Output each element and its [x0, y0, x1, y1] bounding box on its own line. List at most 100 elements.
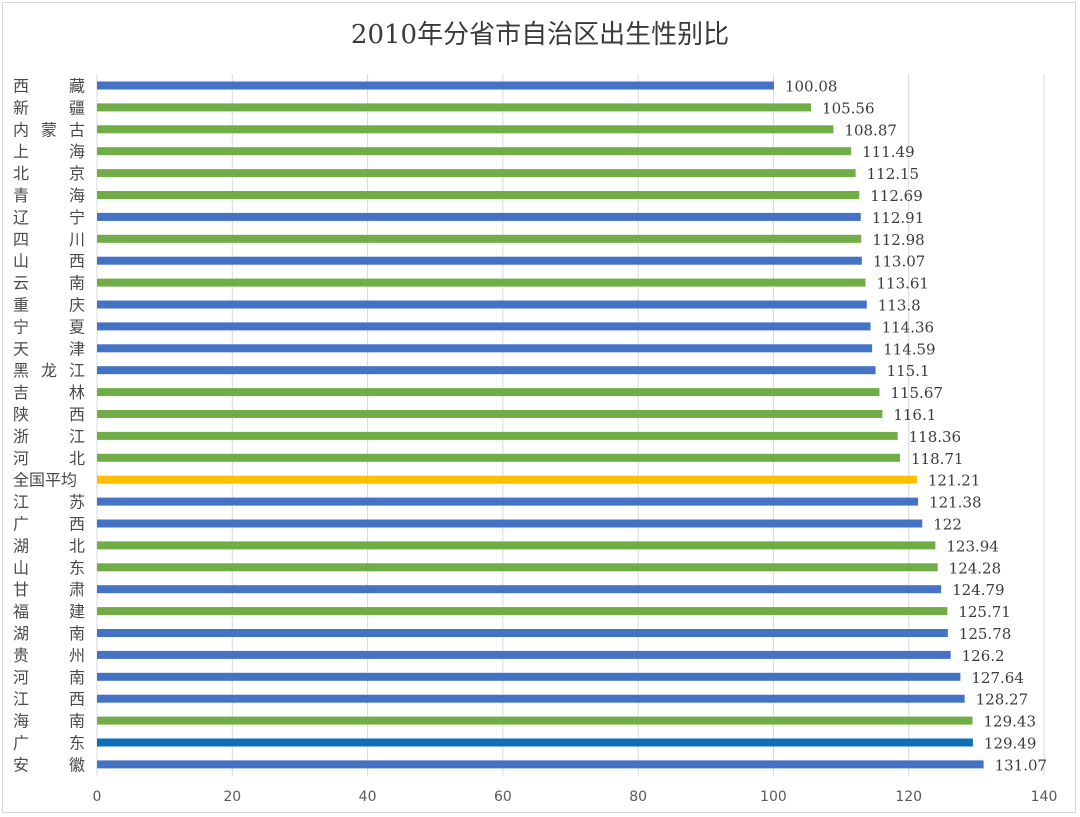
value-label: 108.87 [844, 121, 897, 139]
value-label: 118.71 [911, 450, 964, 468]
svg-text:贵州: 贵州 [13, 646, 85, 665]
bar [97, 125, 834, 134]
svg-text:海南: 海南 [13, 712, 85, 731]
bar [97, 212, 861, 221]
svg-text:福建: 福建 [13, 602, 85, 621]
value-label: 112.15 [867, 165, 920, 183]
value-label: 105.56 [822, 99, 875, 117]
svg-text:全国平均: 全国平均 [13, 471, 77, 490]
x-tick-label: 80 [629, 789, 647, 805]
category-label: 宁夏 [13, 317, 85, 336]
svg-text:辽宁: 辽宁 [13, 208, 85, 227]
bar [97, 629, 948, 637]
svg-text:内蒙古: 内蒙古 [13, 120, 85, 139]
value-label: 129.49 [984, 735, 1037, 753]
svg-text:陕西: 陕西 [13, 405, 85, 424]
x-axis-tick-labels: 0 20 40 60 80 100 120 140 [93, 789, 1058, 805]
svg-text:黑龙江: 黑龙江 [13, 361, 85, 380]
category-label: 吉林 [13, 383, 85, 402]
svg-text:浙江: 浙江 [13, 427, 85, 446]
category-label: 浙江 [13, 427, 85, 446]
category-label: 山西 [13, 252, 85, 271]
bar [97, 738, 973, 747]
value-label: 129.43 [984, 713, 1036, 731]
bar [97, 760, 984, 769]
category-label: 江西 [13, 690, 85, 709]
value-label: 112.98 [872, 231, 925, 249]
value-label: 112.91 [872, 209, 925, 227]
bar [97, 388, 880, 397]
value-label: 121.38 [929, 494, 982, 512]
value-label: 125.71 [958, 603, 1011, 621]
category-label: 内蒙古 [13, 120, 85, 139]
category-label: 重庆 [13, 296, 85, 315]
svg-text:湖南: 湖南 [13, 624, 85, 643]
category-labels: 西藏新疆内蒙古上海北京青海辽宁四川山西云南重庆宁夏天津黑龙江吉林陕西浙江河北全国… [13, 77, 85, 775]
svg-text:江苏: 江苏 [13, 493, 85, 512]
value-label: 113.61 [876, 275, 929, 293]
category-label: 陕西 [13, 405, 85, 424]
x-tick-label: 0 [93, 789, 102, 805]
chart-title: 2010年分省市自治区出生性别比 [350, 20, 730, 50]
svg-text:西藏: 西藏 [13, 77, 85, 96]
value-label: 114.59 [883, 340, 936, 358]
bar [97, 103, 812, 112]
x-tick-label: 60 [494, 789, 512, 805]
x-tick-label: 100 [760, 789, 787, 805]
value-label: 124.28 [949, 559, 1002, 577]
category-label: 辽宁 [13, 208, 85, 227]
svg-text:重庆: 重庆 [13, 296, 85, 315]
value-label: 128.27 [976, 691, 1029, 709]
category-label: 新疆 [13, 98, 85, 117]
svg-text:上海: 上海 [13, 142, 85, 161]
svg-text:天津: 天津 [13, 339, 85, 358]
value-labels: 100.08 105.56 108.87 111.49 112.15 112.69 112.… [785, 78, 1047, 775]
bar [97, 607, 948, 616]
svg-text:广西: 广西 [13, 515, 85, 534]
category-label: 湖南 [13, 624, 85, 643]
bar [97, 672, 961, 681]
bar [97, 453, 900, 462]
svg-text:新疆: 新疆 [13, 98, 85, 117]
bar [97, 563, 938, 572]
category-label: 西藏 [13, 77, 85, 96]
value-label: 100.08 [785, 78, 838, 96]
value-label: 131.07 [995, 756, 1048, 774]
svg-text:四川: 四川 [13, 230, 85, 249]
bar [97, 366, 876, 375]
category-label: 广西 [13, 515, 85, 534]
value-label: 113.8 [878, 297, 921, 315]
svg-text:山西: 山西 [13, 252, 85, 271]
category-label: 上海 [13, 142, 85, 161]
bar [97, 191, 860, 199]
bar [97, 344, 873, 353]
value-label: 126.2 [962, 647, 1005, 665]
category-label: 北京 [13, 164, 85, 183]
bar [97, 410, 883, 418]
value-label: 127.64 [971, 669, 1024, 687]
category-label: 湖北 [13, 536, 85, 555]
bar [97, 169, 856, 178]
svg-text:广东: 广东 [13, 734, 85, 753]
svg-text:甘肃: 甘肃 [13, 580, 85, 599]
bar [97, 541, 936, 550]
bar [97, 81, 774, 90]
bar [97, 694, 965, 703]
x-tick-label: 20 [223, 789, 241, 805]
value-label: 112.69 [870, 187, 923, 205]
bar [97, 519, 923, 528]
value-label: 114.36 [882, 318, 935, 336]
bar [97, 300, 867, 309]
bar [97, 322, 871, 331]
value-label: 111.49 [862, 143, 915, 161]
svg-text:青海: 青海 [13, 186, 85, 205]
category-label: 海南 [13, 712, 85, 731]
value-label: 122 [933, 516, 962, 534]
svg-text:山东: 山东 [13, 558, 85, 577]
category-label: 山东 [13, 558, 85, 577]
bar [97, 650, 951, 659]
category-label: 四川 [13, 230, 85, 249]
bar [97, 147, 852, 156]
svg-text:吉林: 吉林 [13, 383, 85, 402]
